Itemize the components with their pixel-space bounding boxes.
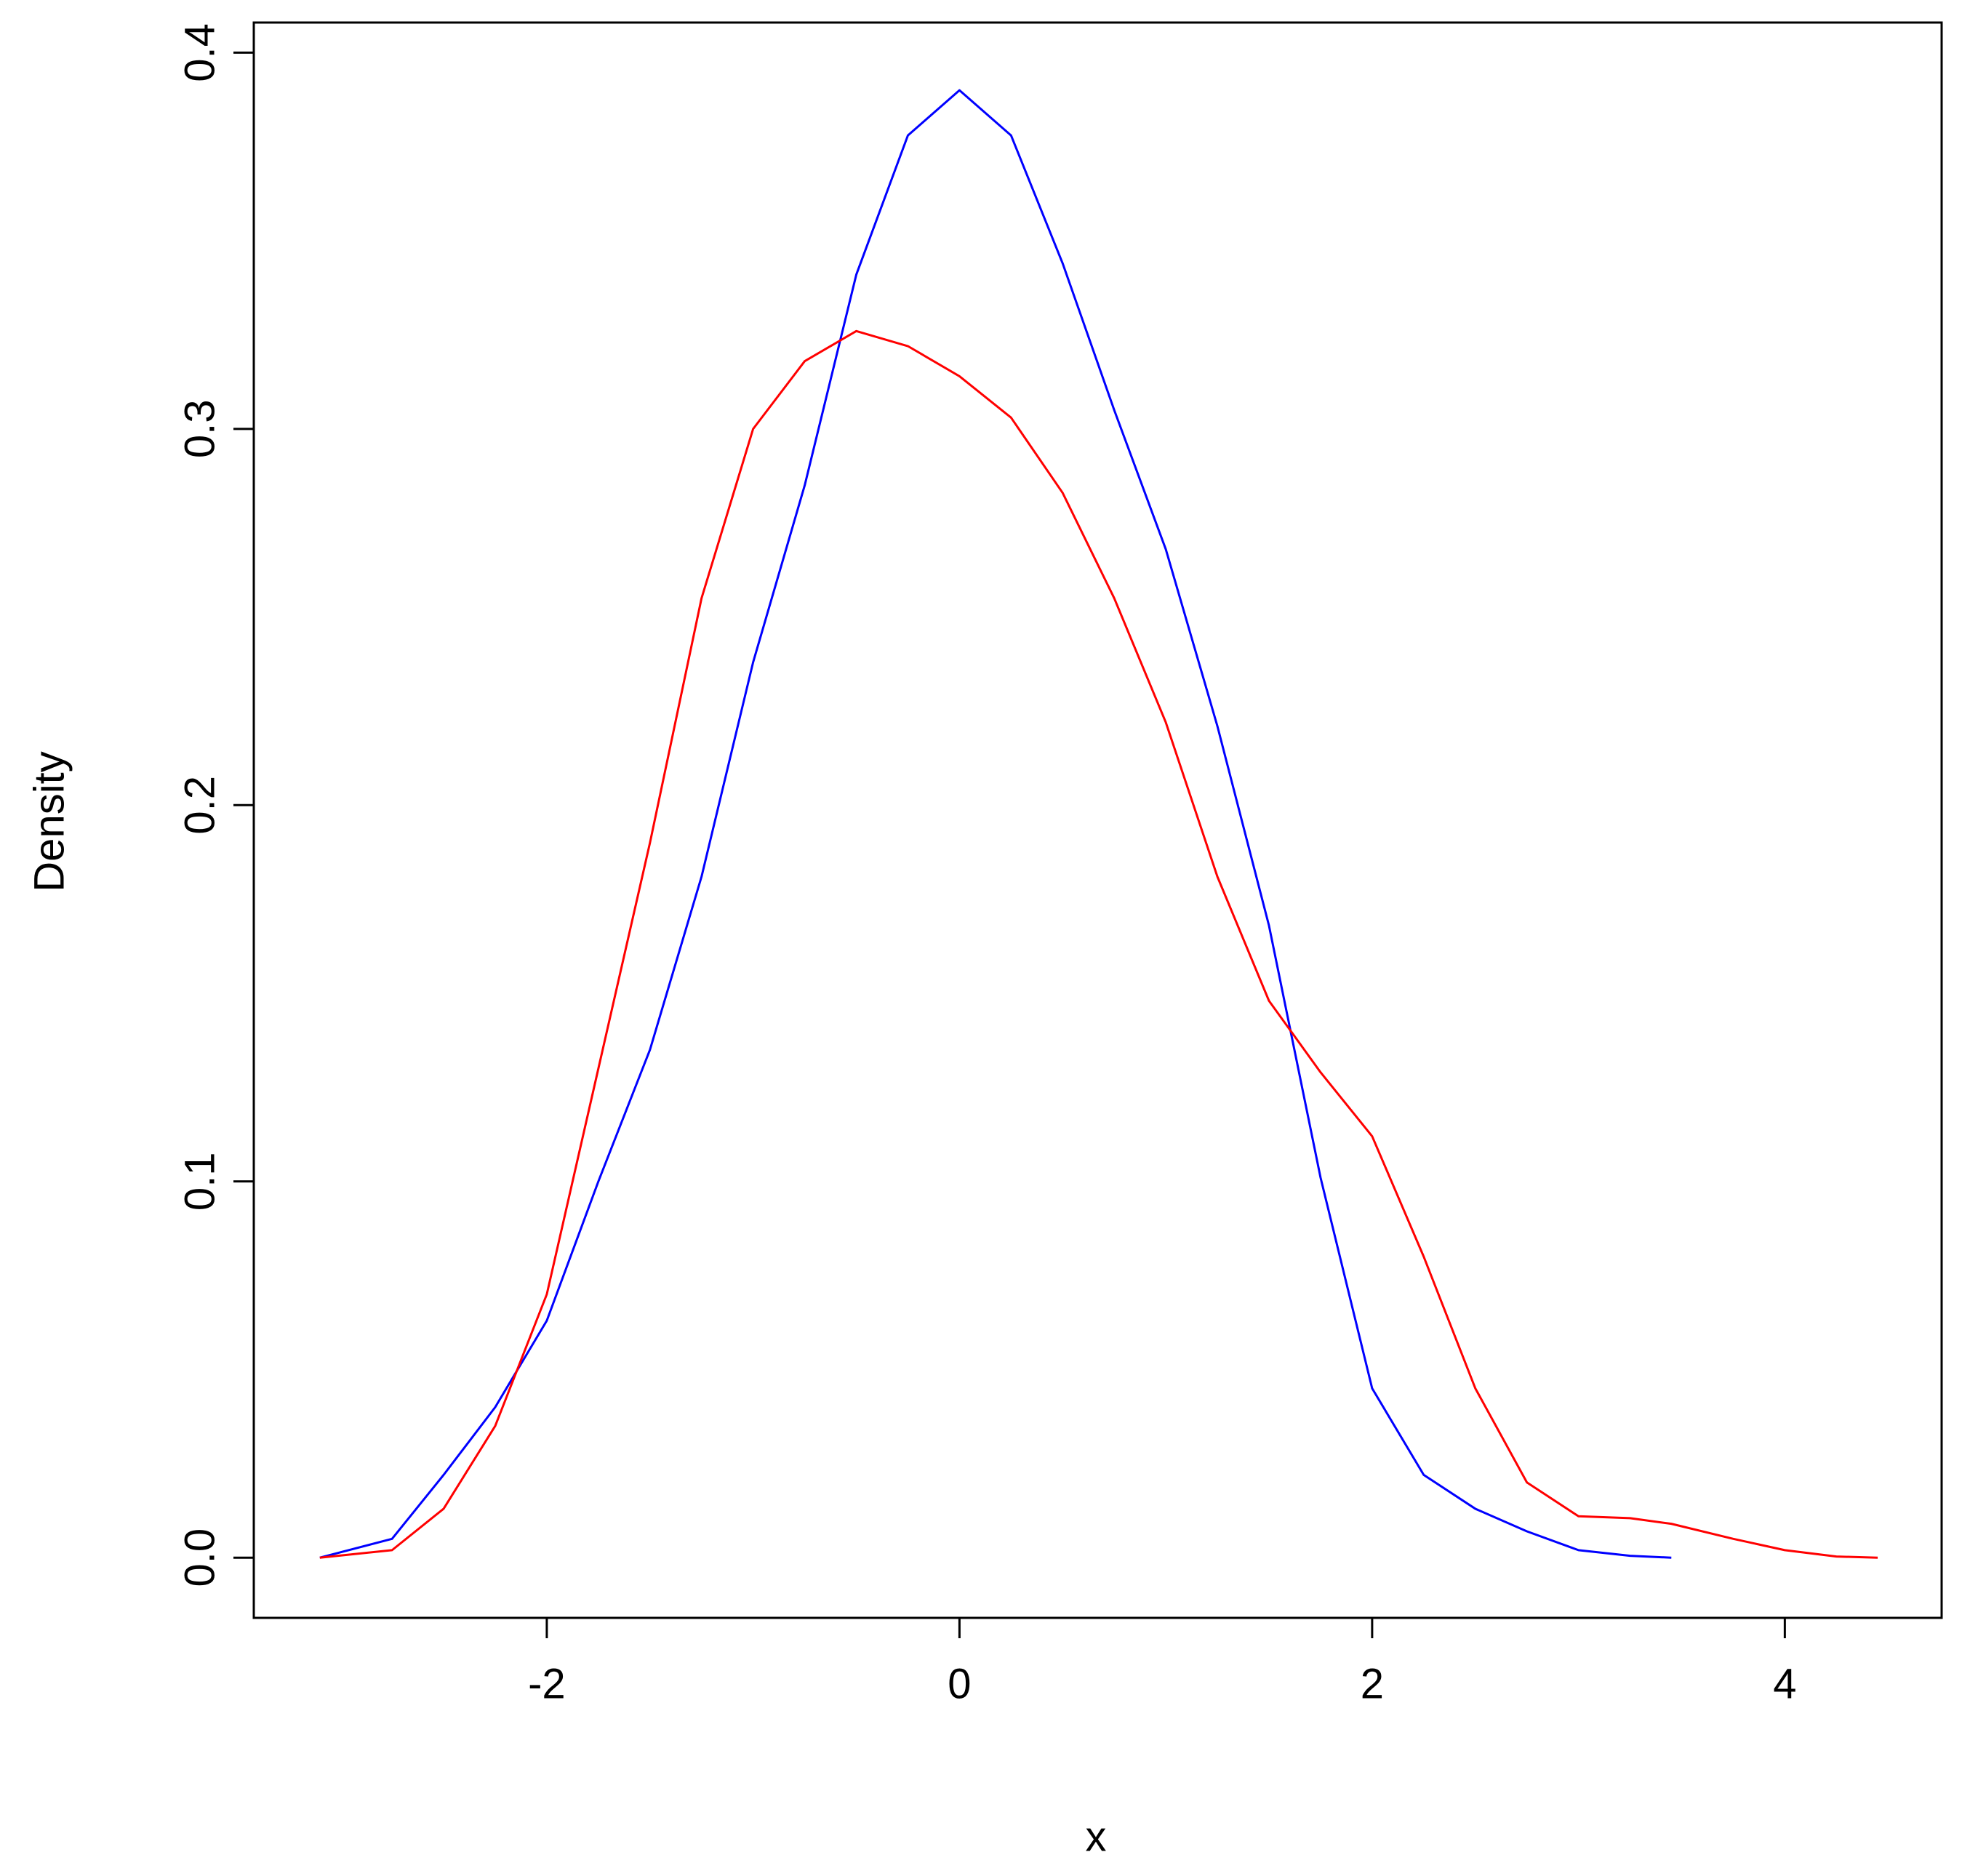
y-axis-label: Density [25,751,73,891]
x-tick-label: 0 [948,1660,971,1707]
density-line [319,89,1672,1559]
plot-box [252,21,1943,1619]
x-tick-label: 4 [1773,1660,1796,1707]
y-tick-label: 0.0 [176,1528,223,1587]
y-tick-label: 0.3 [176,400,223,459]
density-line [319,329,1878,1559]
x-tick-label: 2 [1361,1660,1384,1707]
x-tick-label: -2 [528,1660,566,1707]
y-tick-label: 0.1 [176,1152,223,1211]
x-axis-label: x [1086,1813,1107,1860]
y-tick-label: 0.2 [176,776,223,835]
y-tick-label: 0.4 [176,23,223,82]
